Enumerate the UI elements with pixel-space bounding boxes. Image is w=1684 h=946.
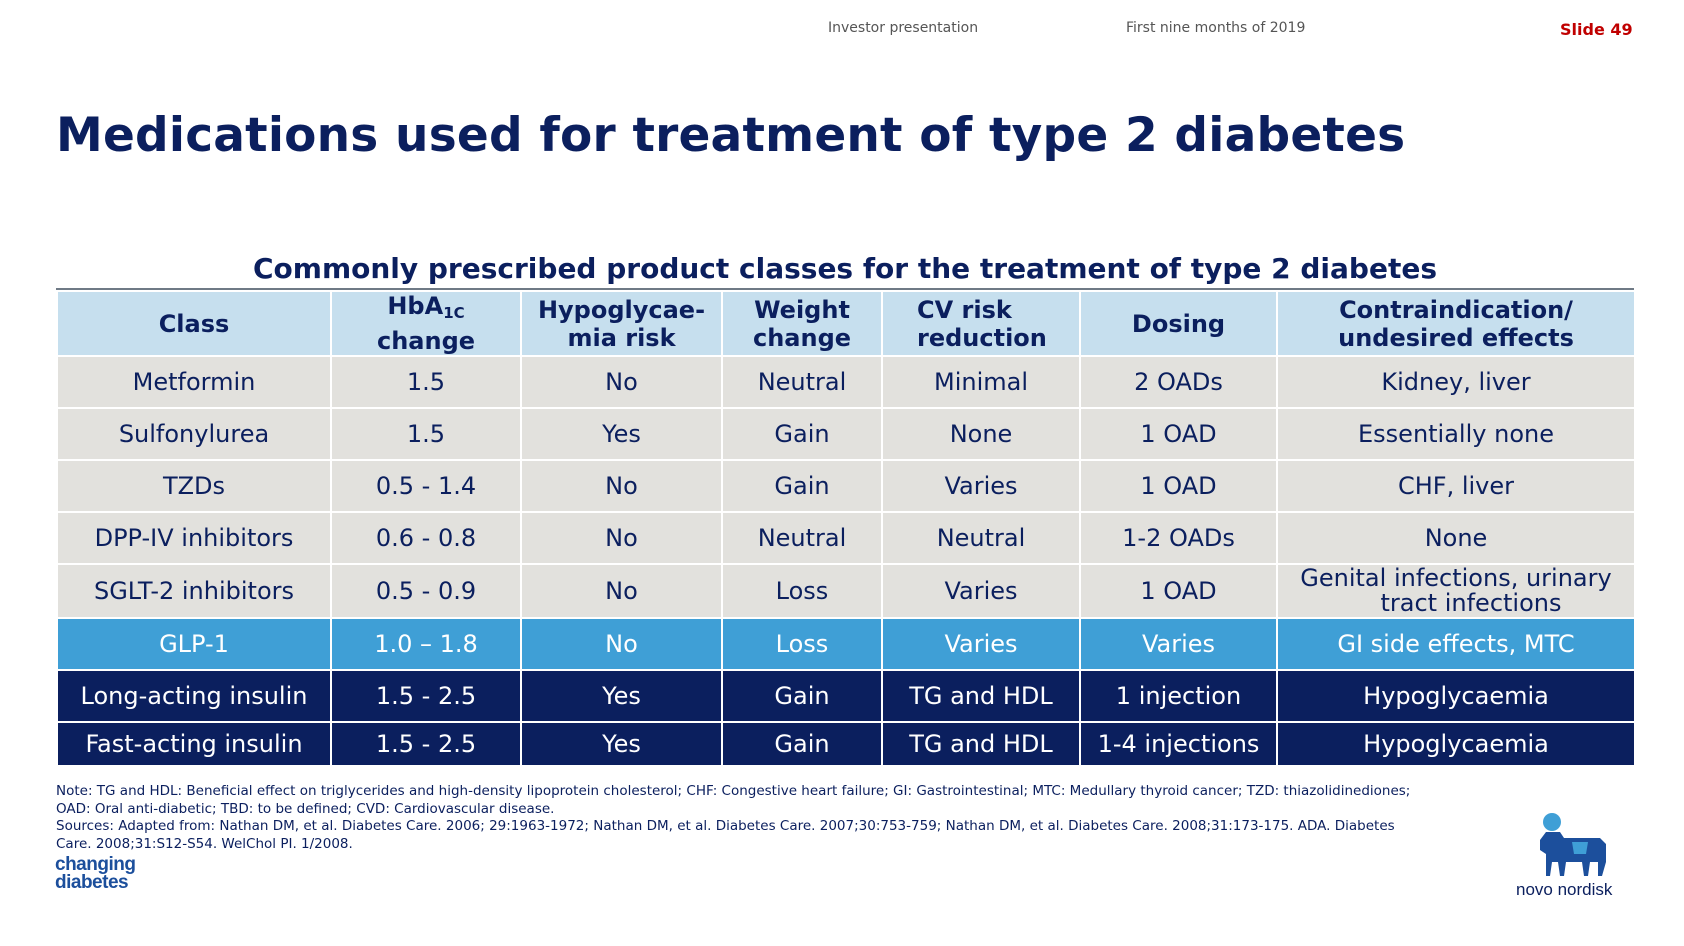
cell-weight: Neutral [721,511,883,565]
cell-dosing: 1 OAD [1079,459,1278,513]
cell-dosing: 1 OAD [1079,563,1278,619]
sources-line: Care. 2008;31:S12-S54. WelChol PI. 1/200… [56,835,353,852]
note-line: Note: TG and HDL: Beneficial effect on t… [56,783,1411,799]
cell-cv: TG and HDL [881,669,1081,723]
cell-hba1c: 0.6 - 0.8 [330,511,522,565]
table-row: TZDs 0.5 - 1.4 No Gain Varies 1 OAD CHF,… [56,459,1636,513]
cell-class: GLP-1 [56,617,332,671]
table-row: Fast-acting insulin 1.5 - 2.5 Yes Gain T… [56,721,1636,767]
cell-dosing: 1-4 injections [1079,721,1278,767]
table-row: SGLT-2 inhibitors 0.5 - 0.9 No Loss Vari… [56,563,1636,619]
cell-contra: Kidney, liver [1276,355,1636,409]
apis-bull-icon [1540,813,1606,876]
cell-hypo: No [520,459,723,513]
table-row: Long-acting insulin 1.5 - 2.5 Yes Gain T… [56,669,1636,723]
table-row: GLP-1 1.0 – 1.8 No Loss Varies Varies GI… [56,617,1636,671]
cell-hypo: No [520,511,723,565]
header-cv-risk: CV risk reduction [881,290,1081,357]
cell-weight: Neutral [721,355,883,409]
cell-contra: GI side effects, MTC [1276,617,1636,671]
header-contraindication: Contraindication/undesired effects [1276,290,1636,357]
cell-contra: CHF, liver [1276,459,1636,513]
cell-hypo: No [520,355,723,409]
cell-cv: Minimal [881,355,1081,409]
cell-cv: TG and HDL [881,721,1081,767]
table-row: DPP-IV inhibitors 0.6 - 0.8 No Neutral N… [56,511,1636,565]
cell-class: Fast-acting insulin [56,721,332,767]
novo-nordisk-logo: novo nordisk [1516,810,1636,902]
sources-line: Sources: Adapted from: Nathan DM, et al.… [56,818,1395,834]
cell-dosing: 1 injection [1079,669,1278,723]
page-title: Medications used for treatment of type 2… [56,108,1406,163]
cell-contra: Hypoglycaemia [1276,669,1636,723]
cell-cv: Varies [881,617,1081,671]
cell-class: Sulfonylurea [56,407,332,461]
cell-hba1c: 0.5 - 1.4 [330,459,522,513]
cell-class: Long-acting insulin [56,669,332,723]
table-row: Sulfonylurea 1.5 Yes Gain None 1 OAD Ess… [56,407,1636,461]
cell-hypo: Yes [520,669,723,723]
cell-hypo: Yes [520,407,723,461]
cell-weight: Gain [721,721,883,767]
cell-dosing: 2 OADs [1079,355,1278,409]
cell-hypo: No [520,563,723,619]
period-label: First nine months of 2019 [1126,20,1306,36]
changing-diabetes-logo: changing diabetes [55,854,136,893]
cell-cv: Varies [881,459,1081,513]
header-dosing: Dosing [1079,290,1278,357]
cell-contra: Essentially none [1276,407,1636,461]
cell-hypo: Yes [520,721,723,767]
cell-hba1c: 1.5 - 2.5 [330,669,522,723]
cell-cv: Varies [881,563,1081,619]
cell-cv: Neutral [881,511,1081,565]
header-hba1c: HbA1C change [330,290,522,357]
slide-number: Slide 49 [1560,20,1633,39]
medications-table: Class HbA1C change Hypoglycae-mia risk We… [56,290,1636,767]
note-line: OAD: Oral anti-diabetic; TBD: to be defi… [56,800,555,817]
cell-dosing: 1-2 OADs [1079,511,1278,565]
cell-dosing: Varies [1079,617,1278,671]
cell-dosing: 1 OAD [1079,407,1278,461]
cell-hba1c: 1.5 [330,355,522,409]
slide-header: Investor presentation First nine months … [0,20,1684,40]
cell-weight: Loss [721,563,883,619]
cell-class: DPP-IV inhibitors [56,511,332,565]
table-row: Metformin 1.5 No Neutral Minimal 2 OADs … [56,355,1636,409]
cell-hba1c: 0.5 - 0.9 [330,563,522,619]
header-weight: Weight change [721,290,883,357]
table-title: Commonly prescribed product classes for … [252,252,1437,285]
novo-nordisk-wordmark: novo nordisk [1516,880,1613,899]
header-hypoglycaemia: Hypoglycae-mia risk [520,290,723,357]
cell-class: SGLT-2 inhibitors [56,563,332,619]
cell-weight: Gain [721,459,883,513]
table-top-rule [56,288,1634,290]
cell-hba1c: 1.5 - 2.5 [330,721,522,767]
presentation-label: Investor presentation [828,20,979,36]
cell-class: TZDs [56,459,332,513]
footnotes: Note: TG and HDL: Beneficial effect on t… [56,783,1506,853]
table-header-row: Class HbA1C change Hypoglycae-mia risk We… [56,290,1636,357]
cell-contra: Hypoglycaemia [1276,721,1636,767]
cell-weight: Gain [721,669,883,723]
cell-class: Metformin [56,355,332,409]
cell-hba1c: 1.5 [330,407,522,461]
cell-hba1c: 1.0 – 1.8 [330,617,522,671]
cell-cv: None [881,407,1081,461]
cell-contra: Genital infections, urinary tract infecti… [1276,563,1636,619]
cell-hypo: No [520,617,723,671]
cell-weight: Gain [721,407,883,461]
cell-contra: None [1276,511,1636,565]
header-class: Class [56,290,332,357]
cell-weight: Loss [721,617,883,671]
